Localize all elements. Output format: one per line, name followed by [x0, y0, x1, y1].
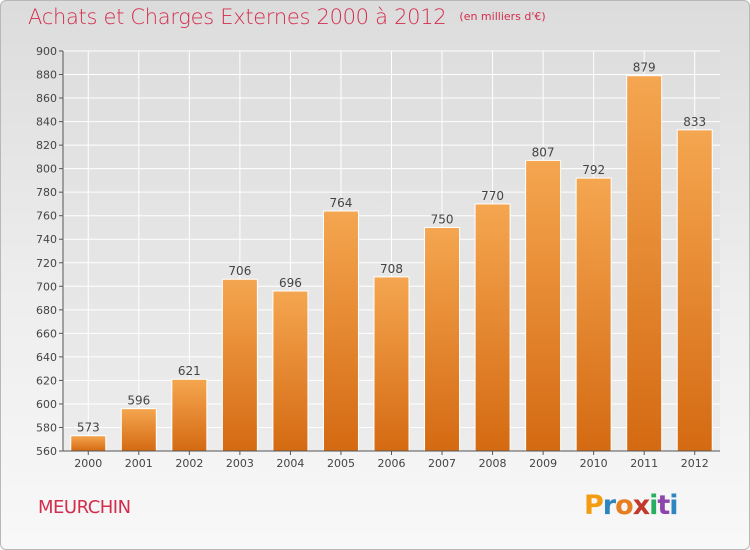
- x-tick-label: 2001: [125, 457, 153, 470]
- y-tick-label: 620: [36, 374, 57, 387]
- y-tick-label: 820: [36, 139, 57, 152]
- y-tick-label: 740: [36, 233, 57, 246]
- data-label: 807: [532, 145, 555, 159]
- proxiti-logo[interactable]: Proxiti: [584, 490, 679, 521]
- chart-unit-note: (en milliers d'€): [459, 10, 546, 23]
- y-tick-label: 860: [36, 92, 57, 105]
- bar-2006: [373, 276, 410, 452]
- y-tick-label: 700: [36, 280, 57, 293]
- logo-letter: i: [649, 490, 658, 521]
- bar-2011: [626, 75, 663, 452]
- logo-letter: x: [632, 490, 650, 521]
- data-label: 833: [683, 115, 706, 129]
- x-tick-label: 2006: [378, 457, 406, 470]
- x-tick-label: 2007: [428, 457, 456, 470]
- y-tick-label: 880: [36, 69, 57, 82]
- y-tick-label: 780: [36, 186, 57, 199]
- bar-2004: [272, 290, 309, 452]
- logo-letter: P: [584, 490, 604, 521]
- data-label: 879: [633, 61, 656, 75]
- data-label: 696: [279, 276, 302, 290]
- x-tick-label: 2005: [327, 457, 355, 470]
- y-tick-label: 680: [36, 304, 57, 317]
- data-label: 621: [178, 364, 201, 378]
- bar-2000: [70, 435, 107, 452]
- x-tick-label: 2008: [479, 457, 507, 470]
- chart-title-text: Achats et Charges Externes 2000 à 2012: [28, 5, 447, 29]
- bar-2001: [120, 408, 157, 452]
- y-tick-label: 560: [36, 445, 57, 458]
- bar-2005: [322, 210, 359, 452]
- y-tick-label: 660: [36, 327, 57, 340]
- y-tick-label: 900: [36, 45, 57, 58]
- bar-2002: [171, 378, 208, 452]
- y-tick-label: 800: [36, 163, 57, 176]
- y-tick-label: 720: [36, 257, 57, 270]
- y-tick-label: 580: [36, 421, 57, 434]
- bar-2008: [474, 203, 511, 452]
- bar-2003: [221, 278, 258, 452]
- data-label: 792: [582, 163, 605, 177]
- x-tick-label: 2012: [681, 457, 709, 470]
- logo-letter: o: [615, 490, 634, 521]
- axes: 560 580 600 620 640 660 680 700 720 740 760 780 800 8…: [36, 45, 720, 470]
- logo-letter: r: [602, 490, 616, 521]
- x-tick-label: 2011: [630, 457, 658, 470]
- x-tick-label: 2010: [580, 457, 608, 470]
- x-tick-label: 2003: [226, 457, 254, 470]
- chart-title: Achats et Charges Externes 2000 à 2012 (…: [28, 5, 546, 29]
- y-tick-label: 600: [36, 398, 57, 411]
- data-label: 573: [77, 421, 100, 435]
- data-label: 708: [380, 262, 403, 276]
- y-tick-label: 840: [36, 116, 57, 129]
- data-label: 750: [431, 212, 454, 226]
- x-tick-label: 2000: [74, 457, 102, 470]
- x-tick-label: 2004: [276, 457, 304, 470]
- y-tick-label: 760: [36, 210, 57, 223]
- x-tick-label: 2002: [175, 457, 203, 470]
- data-label: 770: [481, 189, 504, 203]
- location-label: MEURCHIN: [38, 497, 131, 518]
- data-label: 596: [127, 394, 150, 408]
- bar-2012: [676, 129, 713, 452]
- data-label: 764: [330, 196, 353, 210]
- logo-letter: i: [669, 490, 678, 521]
- logo-letter: t: [657, 490, 670, 521]
- data-label: 706: [228, 264, 251, 278]
- bar-2009: [525, 159, 562, 452]
- bar-2007: [424, 226, 461, 452]
- y-tick-label: 640: [36, 351, 57, 364]
- bars: 573 596 621 706 696 764 708 750 770 807 792 879 833: [70, 61, 713, 452]
- x-tick-label: 2009: [529, 457, 557, 470]
- bar-2010: [575, 177, 612, 452]
